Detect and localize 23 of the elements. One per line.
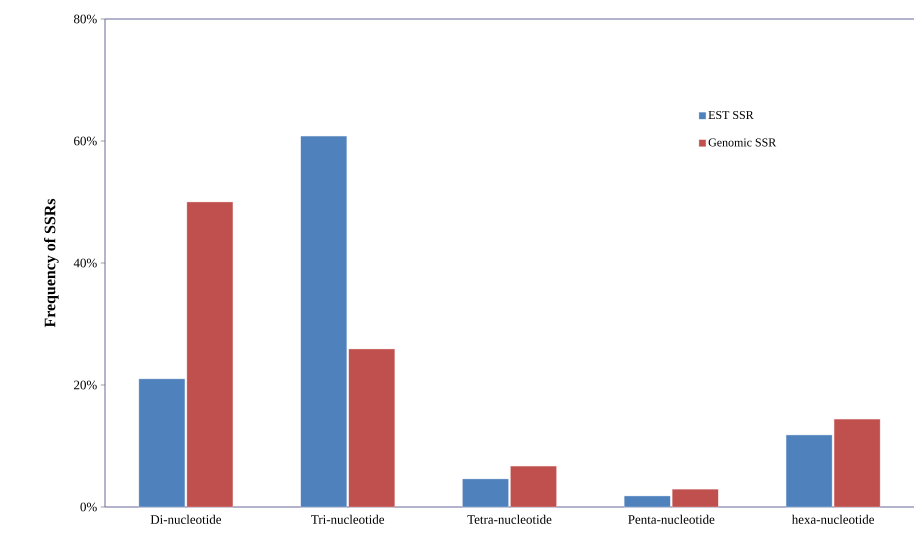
bar [510, 466, 557, 508]
y-tick-label: 80% [74, 14, 97, 24]
x-tick-label: Tetra-nucleotide [467, 514, 552, 524]
bar [138, 378, 186, 508]
y-axis-title: Frequency of SSRs [44, 198, 59, 328]
legend-label: Genomic SSR [708, 138, 776, 146]
bar [786, 434, 832, 508]
x-tick-label: hexa-nucleotide [792, 514, 874, 524]
bar [300, 136, 347, 508]
x-tick-label: Di-nucleotide [150, 514, 222, 524]
bar [348, 348, 395, 508]
bar [624, 496, 671, 508]
bar [672, 489, 718, 508]
y-tick-label: 20% [74, 380, 97, 390]
y-tick-label: 40% [74, 258, 97, 268]
bar [186, 202, 234, 508]
legend-label: EST SSR [708, 111, 754, 120]
x-tick-label: Penta-nucleotide [628, 514, 714, 524]
y-tick-label: 0% [80, 502, 97, 512]
y-tick-label: 60% [74, 136, 97, 146]
x-tick-label: Tri-nucleotide [311, 514, 384, 524]
bar [462, 478, 509, 508]
bar [834, 418, 880, 508]
